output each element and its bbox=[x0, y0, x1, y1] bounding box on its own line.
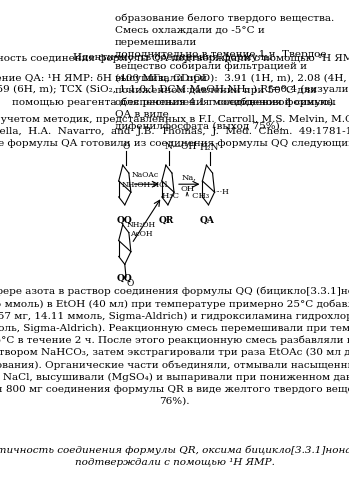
Text: Идентичность соединения формулы QR, оксима бицикло[3.3.1]нонан-3-она,
подтвержда: Идентичность соединения формулы QR, окси… bbox=[0, 446, 349, 467]
Text: QR: QR bbox=[159, 216, 174, 225]
Text: N: N bbox=[165, 142, 173, 151]
Text: Соединение QA: ¹H ЯМР: δH (400 МГц, CD₃OD):  3.91 (1H, m), 2.08 (4H, m), 1.71
(4: Соединение QA: ¹H ЯМР: δH (400 МГц, CD₃O… bbox=[0, 73, 349, 107]
Text: QA: QA bbox=[200, 216, 215, 225]
Text: Na,: Na, bbox=[181, 174, 196, 182]
Text: QQ: QQ bbox=[117, 274, 133, 283]
Text: —OH: —OH bbox=[172, 142, 196, 151]
Text: В атмосфере азота в раствор соединения формулы QQ (бицикло[3.3.1]нонан-3-она,
97: В атмосфере азота в раствор соединения ф… bbox=[0, 287, 349, 406]
Text: NaOAc
NH₂OH·HCl: NaOAc NH₂OH·HCl bbox=[121, 172, 168, 189]
Text: Или же, с учетом методик, представленных в F.I. Carroll, M.S. Melvin, M.C. Nucko: Или же, с учетом методик, представленных… bbox=[0, 115, 349, 148]
Text: OH: OH bbox=[181, 185, 195, 193]
Text: Идентичность соединения формулы: Идентичность соединения формулы bbox=[73, 53, 276, 62]
Text: Идентичность соединения формулы QA подтверждали с помощью ¹H ЯМР и ТСХ.: Идентичность соединения формулы QA подтв… bbox=[0, 54, 349, 63]
Text: ···H: ···H bbox=[215, 188, 229, 196]
Text: QQ: QQ bbox=[117, 216, 133, 225]
Text: O: O bbox=[126, 279, 133, 288]
Text: NH₂OH
AcOH: NH₂OH AcOH bbox=[127, 221, 156, 238]
Text: O: O bbox=[122, 142, 129, 151]
Text: H₂N: H₂N bbox=[200, 143, 219, 152]
Text: образование белого твердого вещества. Смесь охлаждали до -5°C и перемешивали
доп: образование белого твердого вещества. См… bbox=[115, 14, 335, 131]
Text: H₃C     CH₃: H₃C CH₃ bbox=[162, 192, 209, 200]
